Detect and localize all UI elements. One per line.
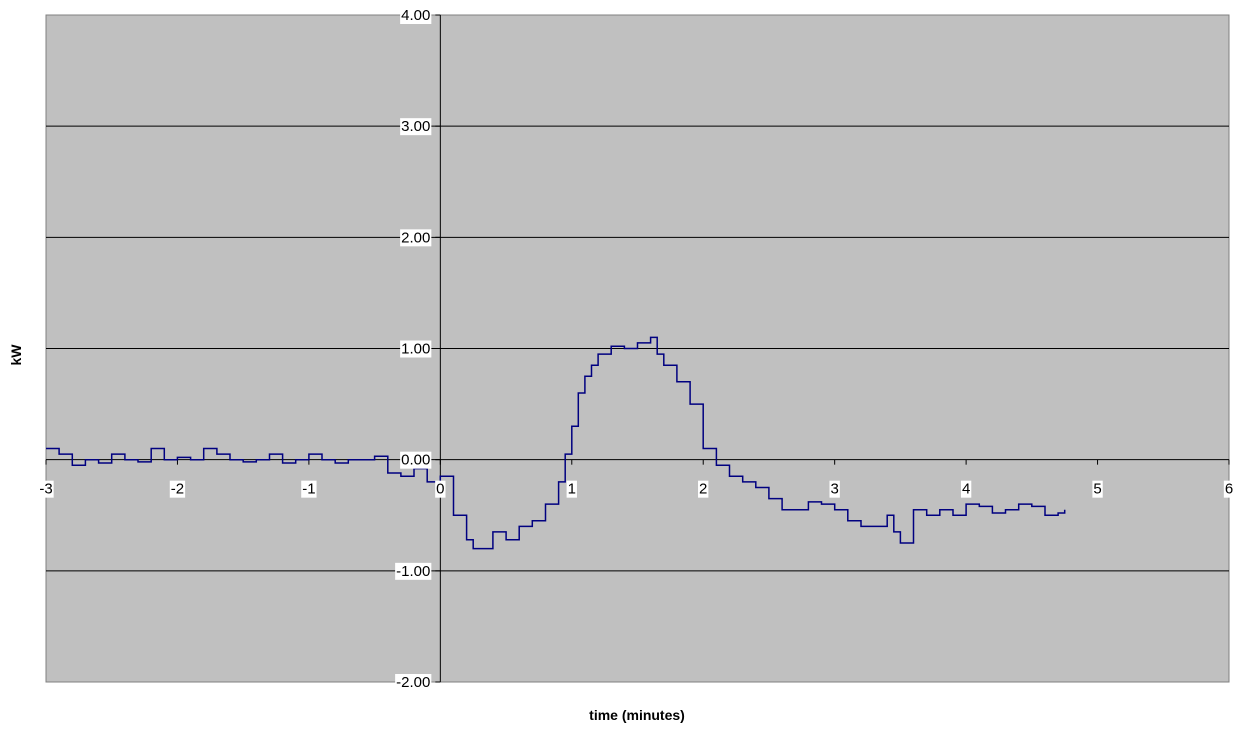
y-axis-title: kW	[8, 344, 24, 366]
x-axis-title: time (minutes)	[589, 707, 685, 723]
y-tick-label: -2.00	[395, 674, 432, 691]
y-tick-label-text: 0.00	[401, 452, 430, 469]
y-tick-label-text: 1.00	[401, 341, 430, 358]
x-tick-label-bg	[1092, 480, 1103, 498]
x-tick-label-text: -1	[302, 481, 315, 498]
y-tick-label-bg	[400, 118, 432, 136]
y-tick-label-text: 3.00	[401, 118, 430, 135]
y-tick-label: 0.00	[400, 451, 432, 469]
y-tick-label-bg	[400, 451, 432, 469]
x-tick-label-text: -3	[39, 481, 52, 498]
x-tick-label-bg	[829, 480, 840, 498]
x-tick-label: 2	[698, 480, 709, 498]
y-tick-label: -1.00	[395, 562, 432, 580]
y-tick-label-bg	[400, 229, 432, 247]
tick-labels: 4.00 3.00 2.00 1.00 0.00 -1.00 -2.00 -3 -2 -1 0 1 2 3…	[38, 7, 1235, 691]
x-tick-label-bg	[698, 480, 709, 498]
x-tick-label-bg	[1223, 480, 1235, 498]
x-tick-label: -1	[301, 480, 317, 498]
y-tick-label-text: -2.00	[396, 674, 430, 691]
x-tick-label-bg	[169, 480, 186, 498]
x-tick-label-bg	[960, 480, 972, 498]
x-tick-label-text: 6	[1225, 481, 1233, 498]
y-tick-label-text: 4.00	[401, 7, 430, 24]
x-tick-label: 1	[566, 480, 577, 498]
x-tick-label: 4	[960, 480, 972, 498]
x-tick-label-text: 0	[436, 481, 444, 498]
y-tick-label-bg	[400, 340, 432, 358]
x-tick-label-text: 4	[962, 481, 970, 498]
x-tick-label-bg	[38, 480, 54, 498]
x-tick-label: -2	[169, 480, 186, 498]
x-tick-label-text: 2	[699, 481, 707, 498]
x-tick-label-text: 5	[1093, 481, 1101, 498]
series-line	[46, 336, 1066, 550]
y-tick-label-bg	[400, 7, 432, 24]
y-tick-label-text: -1.00	[396, 563, 430, 580]
y-tick-label: 3.00	[400, 118, 432, 136]
y-tick-label: 4.00	[400, 7, 432, 24]
y-tick-label-bg	[395, 674, 432, 691]
x-tick-label-bg	[566, 480, 577, 498]
y-tick-label-text: 2.00	[401, 229, 430, 246]
x-tick-label-text: 3	[830, 481, 838, 498]
x-tick-label-bg	[301, 480, 317, 498]
x-tick-label: 3	[829, 480, 840, 498]
x-tick-label: 5	[1092, 480, 1103, 498]
y-tick-label-bg	[395, 562, 432, 580]
y-tick-label: 1.00	[400, 340, 432, 358]
y-tick-label: 2.00	[400, 229, 432, 247]
x-tick-label: 0	[435, 480, 446, 498]
x-tick-label-bg	[435, 480, 446, 498]
x-tick-label-text: 1	[568, 481, 576, 498]
x-tick-label: -3	[38, 480, 54, 498]
x-tick-label: 6	[1223, 480, 1235, 498]
series-layer	[46, 336, 1066, 550]
x-tick-label-text: -2	[171, 481, 184, 498]
